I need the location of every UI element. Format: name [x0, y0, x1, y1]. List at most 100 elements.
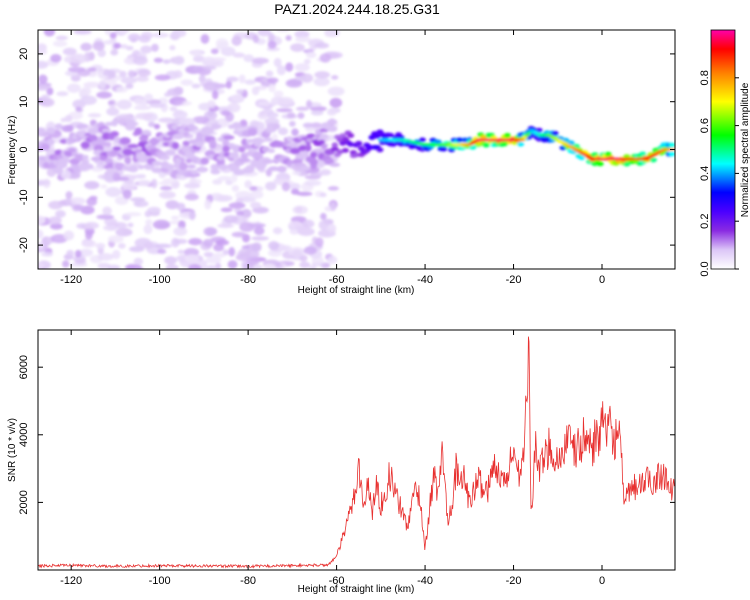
spectral-blob — [355, 140, 363, 146]
spectral-blob — [298, 144, 308, 151]
spectral-blob — [186, 154, 197, 159]
spectral-blob — [166, 163, 175, 171]
spectral-blob — [232, 52, 245, 58]
spectral-blob — [220, 207, 233, 213]
snr-y-ticks: 2000 4000 6000 — [18, 355, 675, 515]
spectral-blob — [164, 92, 172, 97]
spectral-blob — [297, 112, 305, 119]
spectral-blob — [172, 98, 184, 106]
spectral-blob — [207, 100, 216, 109]
spectral-blob — [288, 221, 302, 226]
spectral-blob — [239, 222, 255, 232]
spectral-blob — [223, 215, 239, 224]
spectral-blob — [231, 184, 240, 192]
spectral-blob — [268, 241, 280, 251]
spectral-blob — [213, 243, 225, 252]
spectral-blob — [294, 76, 307, 81]
colorbar-tick-label: 0.6 — [699, 118, 711, 133]
spectral-blob — [49, 223, 63, 230]
spectral-blob — [124, 179, 134, 185]
spectral-blob — [273, 90, 284, 98]
spectral-blob — [149, 103, 166, 108]
spectral-blob — [233, 168, 246, 176]
spectral-blob — [151, 178, 158, 189]
spectral-blob — [251, 236, 270, 241]
spectral-blob — [268, 33, 275, 42]
y-tick-label: -20 — [18, 237, 30, 253]
spectral-blob — [263, 263, 276, 269]
spectral-blob — [294, 63, 310, 72]
spectral-blob — [318, 220, 329, 230]
spectral-blob — [38, 74, 48, 84]
spectral-blob — [47, 127, 55, 134]
spectral-blob — [143, 241, 155, 250]
x-tick-label: -100 — [149, 575, 171, 587]
spectral-blob — [171, 237, 180, 248]
x-tick-label: 0 — [599, 575, 605, 587]
spectral-blob — [286, 136, 293, 142]
figure-title: PAZ1.2024.244.18.25.G31 — [274, 1, 440, 17]
spectral-blob — [300, 165, 311, 172]
spectral-blob — [124, 156, 132, 165]
spectral-blob — [265, 112, 279, 119]
spectral-blob — [191, 83, 201, 89]
spectral-blob — [81, 154, 89, 160]
spectral-blob — [289, 120, 296, 127]
colorbar-tick-label: 0.8 — [699, 70, 711, 85]
spectral-blob — [310, 151, 318, 158]
spectral-blob — [102, 69, 116, 77]
spectral-blob — [122, 148, 134, 156]
spectral-blob — [257, 30, 271, 37]
spectral-blob — [228, 247, 236, 257]
spectral-blob — [64, 114, 73, 123]
spectral-blob — [137, 179, 151, 187]
spectral-blob — [145, 219, 153, 226]
spectral-blob — [265, 181, 277, 191]
spectral-blob — [75, 153, 86, 161]
spectral-blob — [373, 133, 381, 139]
spectral-blob — [98, 80, 106, 90]
spectral-blob — [321, 143, 328, 150]
spectral-blob — [327, 86, 345, 96]
spectral-blob — [231, 231, 246, 238]
spectral-blob — [578, 155, 586, 161]
spectral-blob — [243, 250, 260, 259]
spectral-blob — [251, 242, 262, 253]
spectral-blob — [302, 150, 310, 158]
spectral-blob — [184, 193, 199, 201]
spectral-blob — [303, 58, 311, 65]
spectral-blob — [115, 176, 130, 182]
spectral-blob — [327, 51, 343, 59]
spectral-blob — [63, 230, 75, 241]
spectral-blob — [165, 264, 179, 269]
spectral-blob — [62, 260, 70, 268]
spectral-blob — [102, 206, 112, 216]
spectral-blob — [110, 149, 119, 155]
spectral-blob — [214, 124, 222, 129]
spectral-blob — [134, 148, 143, 154]
spectral-blob — [200, 33, 210, 44]
spectral-blob — [567, 140, 575, 146]
spectral-blob — [112, 249, 121, 260]
spectral-blob — [177, 249, 185, 254]
spectral-blob — [141, 129, 152, 136]
spectral-blob — [154, 74, 171, 81]
spectral-blob — [74, 249, 82, 258]
spectral-blob — [315, 237, 324, 248]
spectral-blob — [38, 84, 50, 91]
spectral-blob — [162, 59, 171, 64]
spectral-blob — [184, 254, 200, 264]
spectral-blob — [320, 212, 327, 221]
spectral-blob — [310, 171, 323, 178]
spectral-blob — [304, 180, 322, 186]
spectral-blob — [165, 200, 180, 210]
spectral-blob — [319, 133, 329, 140]
spectral-blob — [96, 91, 112, 99]
spectral-blob — [56, 91, 69, 97]
spectral-blob — [97, 262, 111, 269]
spectral-blob — [228, 152, 240, 159]
spectral-blob — [38, 242, 44, 250]
spectral-ridge-core — [526, 131, 533, 135]
spectral-blob — [92, 41, 105, 51]
spectral-blob — [365, 145, 373, 151]
